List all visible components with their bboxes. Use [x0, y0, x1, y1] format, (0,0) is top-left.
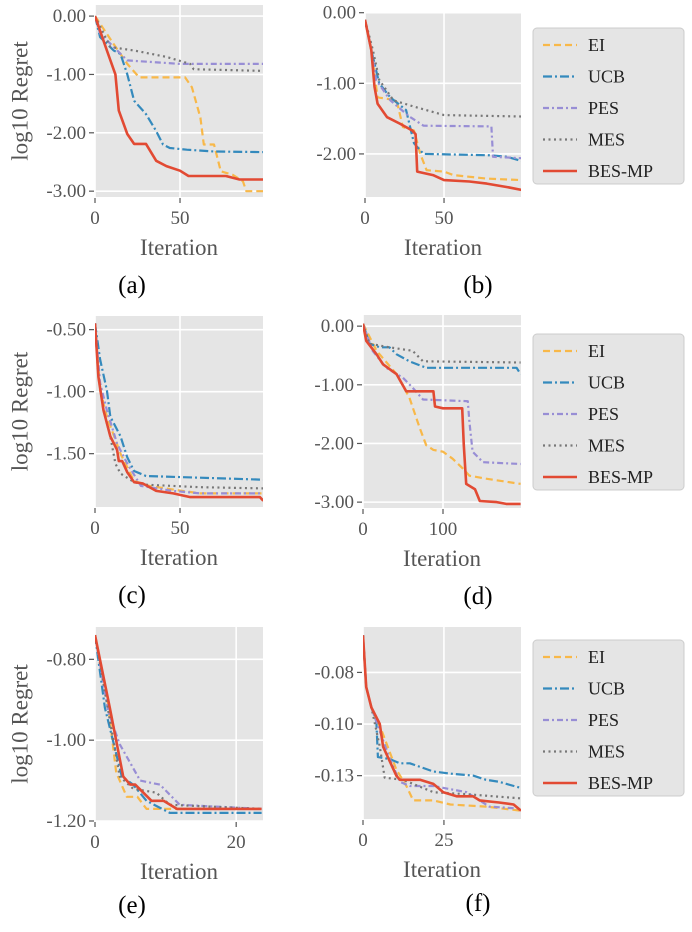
- legend-label: PES: [588, 710, 619, 730]
- series-line-mes: [365, 19, 521, 118]
- series-line-bes-mp: [363, 323, 521, 506]
- series-line-ei: [95, 15, 263, 193]
- y-axis-label: log10 Regret: [7, 41, 32, 161]
- legend-label: MES: [588, 130, 625, 150]
- y-tick-label: -0.10: [314, 714, 354, 735]
- series-line-ucb: [365, 19, 521, 162]
- x-axis-label: Iteration: [403, 857, 481, 882]
- x-tick-label: 0: [358, 519, 368, 540]
- series-line-bes-mp: [363, 635, 521, 812]
- y-tick-label: -1.50: [46, 444, 86, 465]
- y-tick-label: -3.00: [46, 181, 86, 202]
- y-tick-label: 0.00: [53, 6, 86, 27]
- subplot-caption: (c): [118, 582, 146, 609]
- plot-background: [95, 627, 263, 821]
- y-tick-label: -1.00: [46, 730, 86, 751]
- x-tick-label: 50: [435, 208, 454, 229]
- subplot-caption: (b): [463, 272, 492, 299]
- x-tick-label: 0: [358, 830, 368, 851]
- y-tick-label: -2.00: [314, 433, 354, 454]
- series-line-bes-mp: [95, 323, 263, 502]
- y-tick-label: -1.00: [316, 73, 356, 94]
- series-line-mes: [363, 635, 521, 800]
- x-tick-label: 0: [90, 208, 100, 229]
- y-tick-label: -0.08: [314, 662, 354, 683]
- subplot-caption: (f): [466, 890, 491, 917]
- subplot-e: -0.80 -1.00 -1.200 20 Iteration log10 Regret (…: [7, 627, 263, 919]
- legend-label: PES: [588, 404, 619, 424]
- y-tick-label: -1.20: [46, 811, 86, 832]
- subplot-f: -0.08 -0.10 -0.13 0 25 Iteration (f) EI UCB PES ME…: [314, 627, 685, 917]
- legend-label: BES-MP: [588, 773, 653, 793]
- y-tick-label: -0.50: [46, 320, 86, 341]
- series-line-ucb: [363, 323, 521, 375]
- series-line-mes: [363, 323, 521, 364]
- legend-label: EI: [588, 647, 605, 667]
- legend: EI UCB PES MES BES-MP: [532, 27, 685, 185]
- y-tick-label: -0.80: [46, 649, 86, 670]
- legend-label: UCB: [588, 67, 625, 87]
- x-tick-label: 0: [90, 832, 100, 853]
- x-axis-label: Iteration: [140, 235, 218, 260]
- subplot-a: 0.00 -1.00 -2.00 -3.000 50 Iteration log10 Reg…: [7, 5, 263, 299]
- legend-label: UCB: [588, 679, 625, 699]
- x-axis-label: Iteration: [140, 859, 218, 884]
- legend-label: MES: [588, 436, 625, 456]
- y-tick-label: -0.13: [314, 766, 354, 787]
- y-tick-label: -1.00: [46, 64, 86, 85]
- plot-background: [363, 627, 521, 819]
- x-tick-label: 25: [434, 830, 453, 851]
- y-tick-label: -3.00: [314, 492, 354, 513]
- series-line-bes-mp: [95, 634, 262, 811]
- series-line-ei: [95, 323, 263, 495]
- subplot-caption: (d): [463, 583, 492, 610]
- y-axis-label: log10 Regret: [7, 351, 32, 471]
- series-line-ei: [363, 635, 521, 812]
- series-line-pes: [95, 323, 263, 495]
- x-tick-label: 0: [90, 518, 100, 539]
- subplot-b: 0.00 -1.00 -2.00 0 50 Iteration (b) EI UCB PES MES…: [316, 3, 685, 299]
- plot-background: [95, 5, 263, 197]
- x-tick-label: 50: [171, 518, 190, 539]
- x-tick-label: 0: [360, 208, 370, 229]
- legend-box: [532, 27, 685, 185]
- series-line-mes: [95, 15, 263, 72]
- x-tick-label: 100: [429, 519, 458, 540]
- plot-background: [365, 12, 521, 197]
- legend-box: [532, 333, 685, 491]
- x-axis-label: Iteration: [403, 546, 481, 571]
- y-tick-label: -1.00: [314, 375, 354, 396]
- x-axis-label: Iteration: [140, 545, 218, 570]
- subplot-caption: (e): [118, 892, 146, 919]
- legend: EI UCB PES MES BES-MP: [532, 639, 685, 797]
- series-line-bes-mp: [95, 15, 263, 181]
- plot-background: [95, 316, 263, 507]
- legend-box: [532, 639, 685, 797]
- y-axis-label: log10 Regret: [7, 664, 32, 784]
- y-tick-label: 0.00: [323, 3, 356, 24]
- series-line-ucb: [95, 15, 263, 154]
- x-tick-label: 50: [171, 208, 190, 229]
- series-line-ucb: [95, 323, 263, 481]
- y-tick-label: -2.00: [316, 144, 356, 165]
- subplot-caption: (a): [118, 272, 146, 299]
- legend-label: EI: [588, 341, 605, 361]
- plot-background: [363, 315, 521, 508]
- legend-label: UCB: [588, 373, 625, 393]
- subplot-d: 0.00 -1.00 -2.00 -3.000 100 Iteration (d) EI UCB…: [314, 315, 685, 610]
- legend-label: PES: [588, 98, 619, 118]
- x-axis-label: Iteration: [404, 235, 482, 260]
- y-tick-label: 0.00: [321, 316, 354, 337]
- legend-label: BES-MP: [588, 161, 653, 181]
- legend: EI UCB PES MES BES-MP: [532, 333, 685, 491]
- y-tick-label: -2.00: [46, 123, 86, 144]
- subplot-c: -0.50 -1.00 -1.50 0 50 Iteration log10 Regret (…: [7, 316, 263, 609]
- series-line-bes-mp: [365, 19, 521, 192]
- legend-label: MES: [588, 742, 625, 762]
- legend-label: BES-MP: [588, 467, 653, 487]
- x-tick-label: 20: [227, 832, 246, 853]
- y-tick-label: -1.00: [46, 382, 86, 403]
- legend-label: EI: [588, 35, 605, 55]
